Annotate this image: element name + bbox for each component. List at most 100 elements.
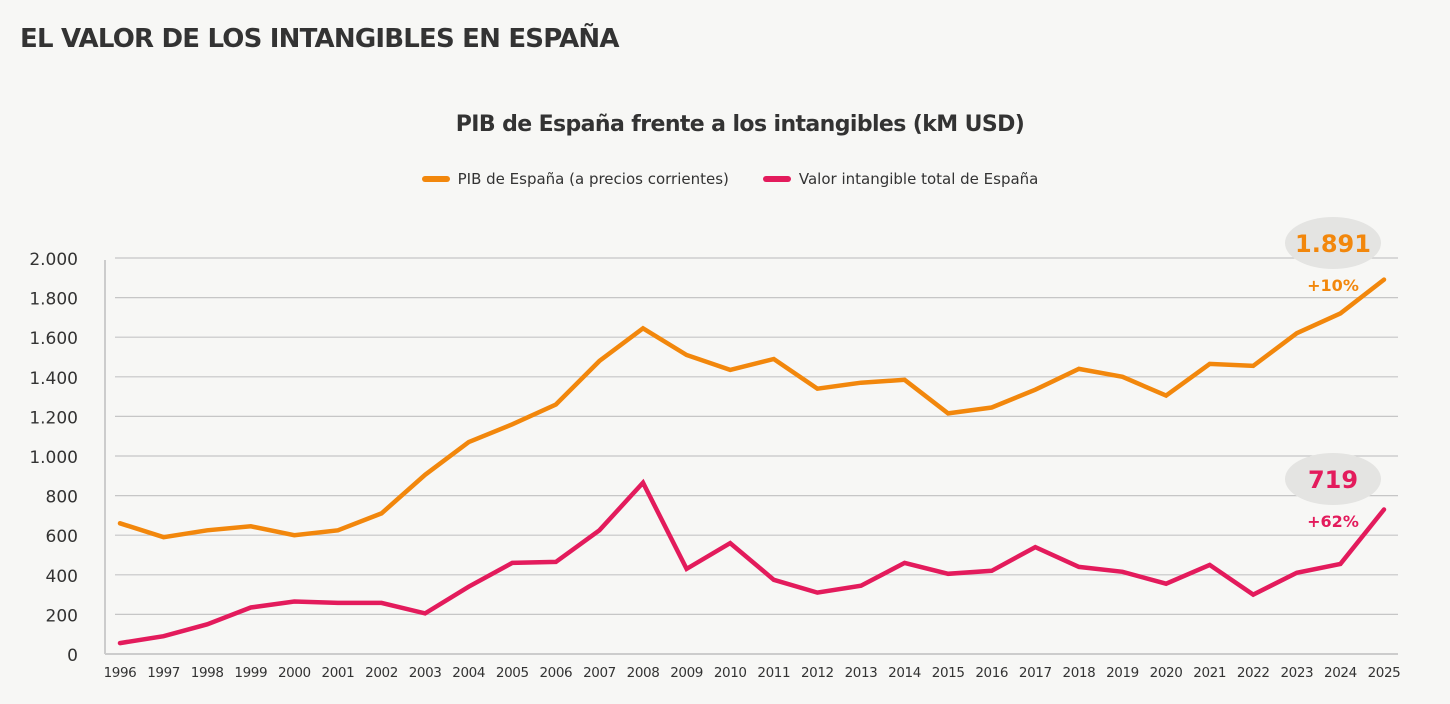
y-tick-label: 1.800 xyxy=(29,290,78,310)
x-tick-label: 2003 xyxy=(409,665,442,681)
data-point[interactable] xyxy=(117,640,123,646)
x-tick-label: 2016 xyxy=(975,665,1008,681)
callout-value: 719 xyxy=(1308,466,1358,494)
data-point[interactable] xyxy=(1032,544,1038,550)
data-point[interactable] xyxy=(989,568,995,574)
series-line-intangible xyxy=(117,478,1387,646)
data-point[interactable] xyxy=(596,527,602,533)
legend-item-pib[interactable]: PIB de España (a precios corrientes) xyxy=(421,170,729,188)
data-point[interactable] xyxy=(814,386,820,392)
legend-swatch-pib xyxy=(421,176,450,182)
x-tick-label: 2023 xyxy=(1280,665,1313,681)
data-point[interactable] xyxy=(858,583,864,589)
data-point[interactable] xyxy=(422,610,428,616)
data-point[interactable] xyxy=(945,410,951,416)
data-point[interactable] xyxy=(1119,374,1125,380)
callout-bubble xyxy=(1285,217,1381,269)
data-point[interactable] xyxy=(902,560,908,566)
data-point[interactable] xyxy=(1381,277,1387,283)
data-point[interactable] xyxy=(727,540,733,546)
data-point[interactable] xyxy=(553,402,559,408)
data-point[interactable] xyxy=(1337,561,1343,567)
x-tick-label: 2015 xyxy=(932,665,965,681)
data-point[interactable] xyxy=(248,523,254,529)
data-point[interactable] xyxy=(335,600,341,606)
x-tick-label: 1996 xyxy=(104,665,137,681)
data-point[interactable] xyxy=(1250,592,1256,598)
data-point[interactable] xyxy=(902,377,908,383)
data-point[interactable] xyxy=(466,584,472,590)
data-point[interactable] xyxy=(1032,387,1038,393)
data-point[interactable] xyxy=(248,604,254,610)
data-point[interactable] xyxy=(1207,361,1213,367)
y-tick-label: 1.200 xyxy=(29,408,78,428)
x-tick-label: 2013 xyxy=(845,665,878,681)
x-tick-label: 1997 xyxy=(147,665,180,681)
data-point[interactable] xyxy=(684,566,690,572)
x-tick-label: 2018 xyxy=(1063,665,1096,681)
x-tick-label: 2000 xyxy=(278,665,311,681)
data-point[interactable] xyxy=(989,404,995,410)
data-point[interactable] xyxy=(204,527,210,533)
data-point[interactable] xyxy=(204,621,210,627)
data-point[interactable] xyxy=(291,599,297,605)
data-point[interactable] xyxy=(1119,569,1125,575)
x-tick-label: 2007 xyxy=(583,665,616,681)
x-tick-label: 2009 xyxy=(670,665,703,681)
y-tick-label: 0 xyxy=(67,646,78,666)
x-tick-label: 2005 xyxy=(496,665,529,681)
x-tick-label: 2011 xyxy=(757,665,790,681)
data-point[interactable] xyxy=(684,352,690,358)
data-point[interactable] xyxy=(771,356,777,362)
y-tick-label: 400 xyxy=(46,567,78,587)
data-point[interactable] xyxy=(814,590,820,596)
series-lines xyxy=(117,277,1387,646)
chart-title: PIB de España frente a los intangibles (… xyxy=(455,112,1025,137)
callout-change: +62% xyxy=(1307,512,1359,531)
x-tick-label: 2020 xyxy=(1150,665,1183,681)
data-point[interactable] xyxy=(335,527,341,533)
data-point[interactable] xyxy=(291,532,297,538)
data-point[interactable] xyxy=(1163,581,1169,587)
data-point[interactable] xyxy=(1337,310,1343,316)
data-point[interactable] xyxy=(422,472,428,478)
data-point[interactable] xyxy=(509,560,515,566)
callout-value: 1.891 xyxy=(1295,230,1371,258)
data-point[interactable] xyxy=(161,534,167,540)
data-point[interactable] xyxy=(640,480,646,486)
chart-legend: PIB de España (a precios corrientes) Val… xyxy=(0,170,1450,188)
legend-item-intangible[interactable]: Valor intangible total de España xyxy=(762,170,1039,188)
data-point[interactable] xyxy=(1250,363,1256,369)
y-tick-label: 2.000 xyxy=(29,250,78,270)
data-point[interactable] xyxy=(1076,366,1082,372)
data-point[interactable] xyxy=(509,421,515,427)
data-point[interactable] xyxy=(466,439,472,445)
x-tick-label: 2002 xyxy=(365,665,398,681)
data-point[interactable] xyxy=(1381,506,1387,512)
data-point[interactable] xyxy=(553,559,559,565)
page-title: EL VALOR DE LOS INTANGIBLES EN ESPAÑA xyxy=(20,24,620,54)
x-tick-label: 2006 xyxy=(539,665,572,681)
data-point[interactable] xyxy=(1076,564,1082,570)
data-point[interactable] xyxy=(379,600,385,606)
data-point[interactable] xyxy=(771,577,777,583)
data-point[interactable] xyxy=(945,571,951,577)
x-tick-label: 1998 xyxy=(191,665,224,681)
y-tick-label: 200 xyxy=(46,606,78,626)
data-point[interactable] xyxy=(379,510,385,516)
legend-label-intangible: Valor intangible total de España xyxy=(798,170,1039,188)
data-point[interactable] xyxy=(1294,570,1300,576)
data-point[interactable] xyxy=(727,367,733,373)
data-point[interactable] xyxy=(858,380,864,386)
data-point[interactable] xyxy=(161,633,167,639)
x-tick-label: 1999 xyxy=(234,665,267,681)
x-tick-label: 2019 xyxy=(1106,665,1139,681)
data-point[interactable] xyxy=(117,520,123,526)
data-point[interactable] xyxy=(1207,562,1213,568)
data-point[interactable] xyxy=(596,358,602,364)
data-point[interactable] xyxy=(1294,330,1300,336)
data-point[interactable] xyxy=(640,325,646,331)
x-tick-label: 2014 xyxy=(888,665,921,681)
data-point[interactable] xyxy=(1163,393,1169,399)
